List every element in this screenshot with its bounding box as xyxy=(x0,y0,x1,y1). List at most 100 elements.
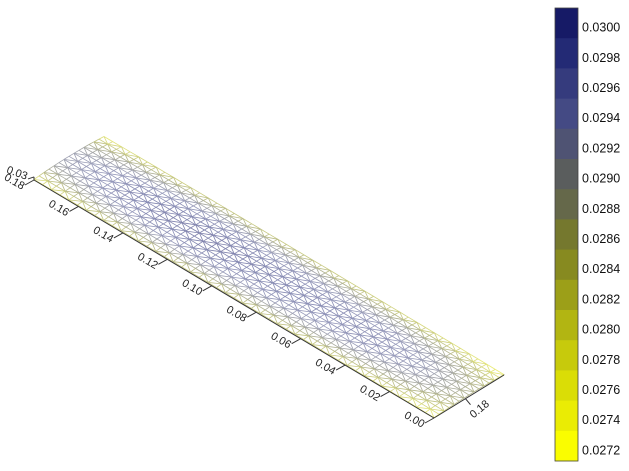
mesh-line xyxy=(138,237,144,242)
mesh-line xyxy=(292,270,302,277)
mesh-line xyxy=(266,254,276,261)
mesh-line xyxy=(317,294,323,298)
mesh-line xyxy=(374,365,380,370)
mesh-line xyxy=(398,392,405,398)
mesh-line xyxy=(62,167,68,172)
mesh-line xyxy=(366,351,381,355)
mesh-line xyxy=(320,275,334,279)
mesh-line xyxy=(103,136,113,142)
mesh-line xyxy=(164,209,170,213)
mesh-line xyxy=(433,370,440,375)
mesh-line xyxy=(218,259,225,264)
mesh-line xyxy=(200,264,205,274)
mesh-line xyxy=(33,179,48,182)
mesh-line xyxy=(398,322,408,328)
mesh-line xyxy=(123,206,133,213)
mesh-line xyxy=(148,187,154,192)
mesh-line xyxy=(88,185,98,192)
mesh-line xyxy=(415,332,425,339)
colorbar-swatch xyxy=(555,310,578,341)
mesh-line xyxy=(66,178,76,185)
mesh-line xyxy=(57,173,72,177)
mesh-line xyxy=(328,280,338,287)
mesh-line xyxy=(344,344,354,351)
mesh-line xyxy=(272,282,282,289)
mesh-line xyxy=(382,370,389,375)
mesh-line xyxy=(149,221,159,228)
mesh-line xyxy=(193,247,207,251)
mesh-line xyxy=(378,377,392,380)
mesh-line xyxy=(440,398,446,403)
mesh-line xyxy=(238,247,245,252)
mesh-line xyxy=(176,222,183,227)
mesh-line xyxy=(148,233,163,236)
mesh-line xyxy=(61,182,66,192)
mesh-line xyxy=(246,223,252,227)
mesh-line xyxy=(451,383,461,390)
mesh-line xyxy=(329,310,339,317)
mesh-line xyxy=(348,309,363,313)
mesh-line xyxy=(248,287,254,297)
mesh-line xyxy=(292,309,298,314)
mesh-line xyxy=(297,309,312,313)
mesh-line xyxy=(120,230,130,237)
mesh-line xyxy=(107,143,122,148)
mesh-line xyxy=(108,216,118,223)
mesh-line xyxy=(144,182,154,189)
mesh-line xyxy=(221,237,228,241)
mesh-line xyxy=(231,276,236,286)
mesh-line xyxy=(117,218,123,223)
mesh-line xyxy=(231,276,246,280)
mesh-line xyxy=(368,298,373,307)
z-tick xyxy=(27,176,35,180)
base-edge-right xyxy=(433,374,505,419)
mesh-line xyxy=(189,235,195,240)
mesh-line xyxy=(137,208,152,211)
mesh-line xyxy=(155,250,170,254)
mesh-line xyxy=(191,259,201,266)
mesh-line xyxy=(154,218,159,228)
mesh-line xyxy=(275,260,285,267)
mesh-line xyxy=(47,180,62,184)
mesh-line xyxy=(255,269,261,273)
mesh-line xyxy=(211,246,221,253)
mesh-line xyxy=(320,349,330,356)
mesh-line xyxy=(124,194,134,201)
mesh-line xyxy=(445,356,460,360)
mesh-line xyxy=(384,361,394,368)
mesh-line xyxy=(271,252,286,256)
mesh-line xyxy=(236,231,251,235)
mesh-line xyxy=(384,361,389,371)
mesh-line xyxy=(90,202,97,207)
mesh-line xyxy=(282,276,292,283)
mesh-line xyxy=(158,226,173,230)
mesh-line xyxy=(447,375,457,382)
mesh-line xyxy=(372,377,379,382)
mesh-line xyxy=(416,322,422,331)
mesh-line xyxy=(367,306,373,310)
mesh-line xyxy=(256,304,261,314)
mesh-line xyxy=(100,196,107,201)
mesh-line xyxy=(343,312,353,319)
mesh-line xyxy=(394,355,409,359)
mesh-line xyxy=(169,252,184,255)
depth-tick-label: 0.12 xyxy=(135,251,160,272)
mesh-line xyxy=(127,214,137,221)
mesh-line xyxy=(428,376,439,383)
mesh-line xyxy=(390,391,400,398)
mesh-line xyxy=(206,207,216,214)
mesh-line xyxy=(206,249,211,259)
mesh-line xyxy=(189,238,199,245)
mesh-line xyxy=(396,333,402,342)
mesh-line xyxy=(226,280,236,286)
mesh-line xyxy=(280,257,290,264)
mesh-line xyxy=(263,236,274,243)
mesh-line xyxy=(307,303,322,307)
mesh-line xyxy=(349,298,359,305)
mesh-line xyxy=(206,246,213,251)
mesh-line xyxy=(153,188,158,197)
mesh-line xyxy=(389,314,395,318)
mesh-line xyxy=(151,238,158,243)
mesh-line xyxy=(370,317,380,324)
mesh-line xyxy=(210,213,216,217)
